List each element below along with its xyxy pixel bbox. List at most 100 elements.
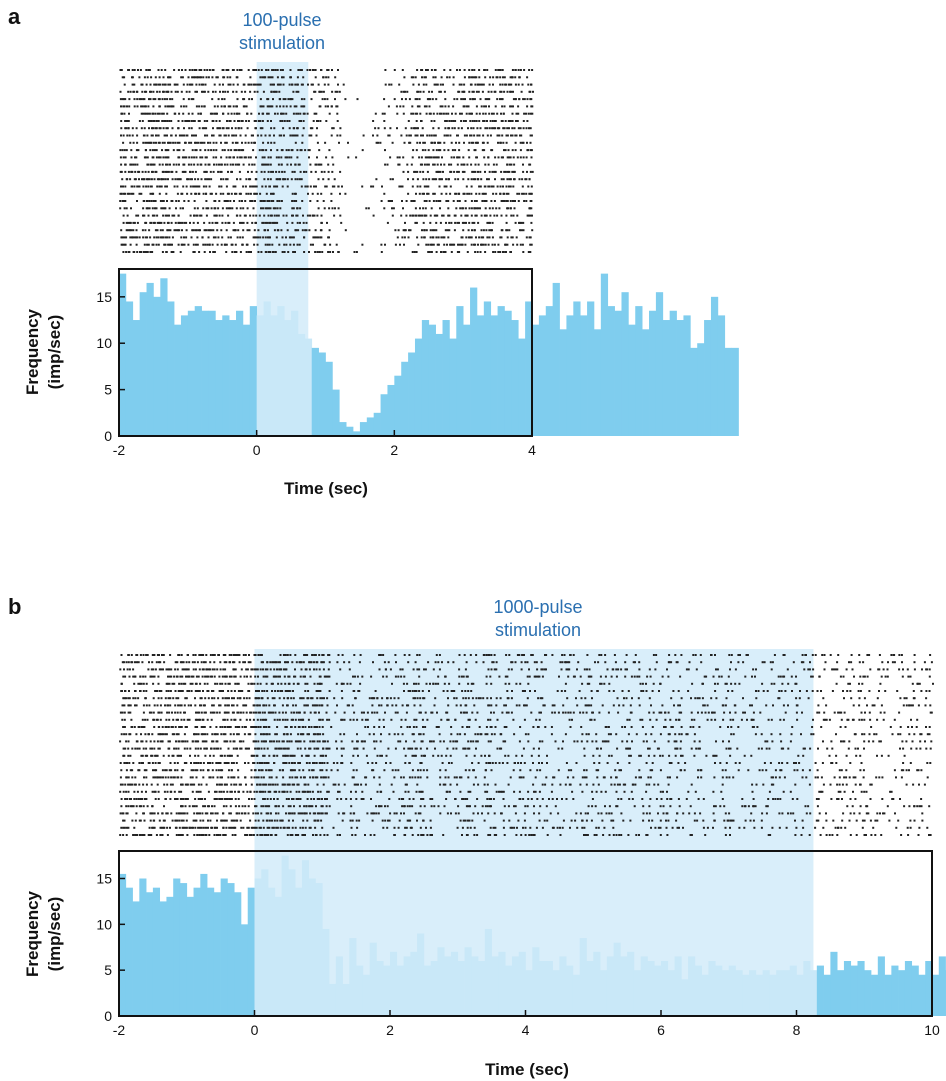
raster-spike — [147, 163, 150, 166]
raster-spike — [612, 690, 615, 692]
raster-spike — [234, 243, 237, 246]
raster-spike — [908, 704, 911, 707]
raster-spike — [264, 76, 267, 79]
raster-spike — [296, 747, 299, 750]
raster-spike — [293, 170, 296, 173]
raster-spike — [530, 185, 533, 188]
raster-spike — [247, 682, 250, 685]
raster-spike — [232, 661, 234, 664]
raster-spike — [488, 236, 491, 239]
raster-spike — [128, 192, 131, 195]
raster-spike — [314, 90, 317, 93]
raster-spike — [244, 134, 247, 137]
raster-spike — [752, 718, 755, 721]
raster-spike — [472, 98, 474, 101]
histogram-bar — [242, 324, 251, 436]
raster-spike — [786, 668, 789, 671]
raster-spike — [312, 243, 314, 246]
raster-spike — [270, 120, 272, 122]
raster-spike — [212, 704, 215, 707]
raster-spike — [141, 90, 144, 93]
raster-spike — [142, 726, 145, 728]
raster-spike — [276, 76, 279, 79]
histogram-bar — [525, 301, 533, 436]
raster-spike — [322, 668, 325, 671]
raster-spike — [195, 214, 198, 217]
raster-spike — [160, 221, 163, 224]
raster-spike — [233, 120, 236, 122]
histogram-bar — [421, 320, 430, 436]
raster-spike — [314, 69, 317, 71]
raster-spike — [770, 733, 773, 736]
raster-spike — [267, 156, 270, 159]
raster-spike — [281, 690, 284, 692]
raster-spike — [242, 221, 245, 224]
raster-spike — [407, 192, 410, 195]
raster-spike — [318, 251, 321, 253]
raster-spike — [295, 90, 298, 93]
raster-spike — [260, 134, 263, 137]
raster-spike — [583, 668, 586, 671]
raster-spike — [205, 170, 208, 173]
raster-spike — [173, 185, 176, 188]
raster-spike — [279, 178, 282, 181]
raster-spike — [495, 661, 498, 664]
raster-spike — [217, 747, 219, 750]
raster-spike — [191, 69, 194, 71]
raster-spike — [384, 149, 386, 152]
raster-spike — [310, 134, 313, 137]
raster-spike — [256, 704, 259, 707]
raster-spike — [236, 112, 239, 115]
raster-spike — [925, 726, 927, 728]
raster-spike — [222, 668, 225, 671]
raster-spike — [633, 675, 636, 678]
raster-spike — [244, 141, 247, 144]
raster-spike — [421, 229, 423, 232]
raster-spike — [795, 711, 798, 714]
raster-spike — [677, 704, 680, 707]
raster-spike — [254, 654, 257, 656]
raster-spike — [399, 185, 402, 188]
raster-spike — [485, 200, 488, 202]
raster-spike — [394, 675, 397, 678]
raster-spike — [147, 120, 150, 122]
raster-spike — [433, 178, 436, 181]
raster-spike — [234, 229, 237, 232]
raster-spike — [418, 105, 421, 108]
raster-spike — [263, 163, 266, 166]
raster-spike — [768, 747, 771, 750]
raster-spike — [246, 668, 249, 671]
raster-spike — [529, 236, 532, 239]
raster-spike — [262, 221, 265, 224]
raster-spike — [374, 127, 377, 130]
raster-spike — [355, 156, 358, 159]
raster-spike — [216, 733, 219, 736]
histogram-bar — [229, 320, 237, 436]
raster-spike — [218, 83, 221, 86]
raster-spike — [169, 704, 172, 707]
raster-spike — [146, 236, 149, 239]
raster-spike — [253, 704, 256, 707]
raster-spike — [318, 668, 321, 671]
raster-spike — [358, 690, 361, 692]
raster-spike — [411, 690, 414, 692]
raster-spike — [284, 726, 287, 728]
raster-spike — [239, 718, 242, 721]
raster-spike — [473, 229, 476, 232]
raster-spike — [249, 185, 252, 188]
raster-spike — [860, 711, 863, 714]
raster-spike — [303, 170, 305, 173]
raster-spike — [325, 76, 328, 79]
raster-spike — [293, 675, 295, 678]
raster-spike — [285, 668, 288, 671]
raster-spike — [286, 740, 289, 743]
raster-spike — [122, 134, 125, 137]
raster-spike — [212, 654, 214, 656]
raster-spike — [285, 112, 288, 115]
raster-spike — [334, 98, 336, 101]
raster-spike — [451, 243, 454, 246]
raster-spike — [214, 733, 217, 736]
raster-spike — [495, 704, 498, 707]
raster-spike — [294, 726, 297, 728]
raster-spike — [259, 718, 262, 721]
